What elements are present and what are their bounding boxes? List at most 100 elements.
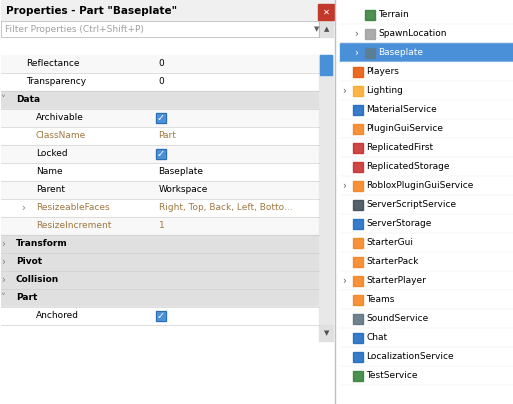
Text: Players: Players (366, 67, 399, 76)
Bar (340, 328, 513, 347)
Text: Right, Top, Back, Left, Botto...: Right, Top, Back, Left, Botto... (159, 204, 292, 213)
Text: Filter Properties (Ctrl+Shift+P): Filter Properties (Ctrl+Shift+P) (5, 25, 144, 34)
Bar (155, 149, 166, 159)
Text: ›: › (21, 203, 25, 213)
Bar (319, 325, 333, 341)
Bar (340, 214, 513, 233)
Bar (1, 21, 319, 37)
Text: ▼: ▼ (324, 330, 329, 336)
Text: MaterialService: MaterialService (366, 105, 437, 114)
Text: StarterPlayer: StarterPlayer (366, 276, 426, 285)
Bar (340, 100, 513, 119)
Text: Collision: Collision (16, 276, 59, 284)
Bar (1, 55, 319, 73)
Text: ›: › (342, 181, 346, 191)
Text: StarterGui: StarterGui (366, 238, 413, 247)
Bar (340, 157, 513, 176)
Text: ServerScriptService: ServerScriptService (366, 200, 457, 209)
Bar (353, 276, 363, 286)
Bar (353, 257, 363, 267)
Bar (353, 67, 363, 76)
Text: Baseplate: Baseplate (159, 168, 204, 177)
Text: ˅: ˅ (1, 293, 5, 303)
Text: ReplicatedStorage: ReplicatedStorage (366, 162, 450, 171)
Bar (1, 91, 319, 109)
Bar (353, 295, 363, 305)
Text: Archivable: Archivable (36, 114, 84, 122)
Text: Lighting: Lighting (366, 86, 403, 95)
Bar (155, 113, 166, 123)
Bar (340, 176, 513, 195)
Bar (353, 124, 363, 133)
Text: SpawnLocation: SpawnLocation (378, 29, 447, 38)
Bar (340, 252, 513, 271)
Text: 1: 1 (159, 221, 164, 231)
Text: ›: › (1, 275, 5, 285)
Bar (340, 195, 513, 214)
Text: 0: 0 (159, 59, 164, 69)
Bar (1, 145, 319, 163)
Text: ›: › (342, 276, 346, 286)
Text: Transparency: Transparency (26, 78, 86, 86)
Text: ReplicatedFirst: ReplicatedFirst (366, 143, 433, 152)
Bar (353, 314, 363, 324)
Text: Teams: Teams (366, 295, 394, 304)
Bar (340, 271, 513, 290)
Text: ResizeableFaces: ResizeableFaces (36, 204, 109, 213)
Text: SoundService: SoundService (366, 314, 428, 323)
Bar (340, 119, 513, 138)
Text: Part: Part (159, 131, 176, 141)
Text: ›: › (342, 86, 346, 95)
Text: Terrain: Terrain (378, 10, 409, 19)
Text: LocalizationService: LocalizationService (366, 352, 454, 361)
Bar (340, 366, 513, 385)
Bar (340, 290, 513, 309)
Text: ▼: ▼ (313, 26, 319, 32)
Bar (353, 219, 363, 229)
Text: 0: 0 (159, 78, 164, 86)
Text: Transform: Transform (16, 240, 68, 248)
Bar (365, 10, 375, 19)
Text: ClassName: ClassName (36, 131, 86, 141)
Bar (353, 200, 363, 210)
Text: Anchored: Anchored (36, 311, 79, 320)
Bar (340, 62, 513, 81)
Text: StarterPack: StarterPack (366, 257, 419, 266)
Bar (1, 0, 336, 21)
Text: Chat: Chat (366, 333, 387, 342)
Bar (340, 138, 513, 157)
Bar (1, 73, 319, 91)
Text: PluginGuiService: PluginGuiService (366, 124, 443, 133)
Bar (319, 55, 333, 325)
Bar (1, 271, 319, 289)
Bar (1, 253, 319, 271)
Bar (340, 5, 513, 24)
Bar (320, 55, 332, 75)
Text: ›: › (1, 257, 5, 267)
Bar (1, 235, 319, 253)
Text: ›: › (354, 29, 358, 38)
Bar (1, 307, 319, 325)
Bar (1, 109, 319, 127)
Bar (155, 149, 166, 159)
Text: Parent: Parent (36, 185, 65, 194)
Bar (353, 351, 363, 362)
Bar (1, 163, 319, 181)
Text: Part: Part (16, 293, 37, 303)
Bar (155, 311, 166, 321)
Bar (353, 143, 363, 152)
Text: ✕: ✕ (323, 8, 330, 17)
Bar (319, 21, 333, 37)
Bar (155, 311, 166, 321)
Text: Data: Data (16, 95, 40, 105)
Text: Locked: Locked (36, 149, 67, 158)
Text: ˅: ˅ (1, 95, 5, 105)
Bar (1, 21, 319, 37)
Bar (353, 105, 363, 114)
Text: Workspace: Workspace (159, 185, 208, 194)
Bar (340, 309, 513, 328)
Bar (1, 127, 319, 145)
Bar (340, 24, 513, 43)
Bar (353, 370, 363, 381)
Bar (1, 181, 319, 199)
